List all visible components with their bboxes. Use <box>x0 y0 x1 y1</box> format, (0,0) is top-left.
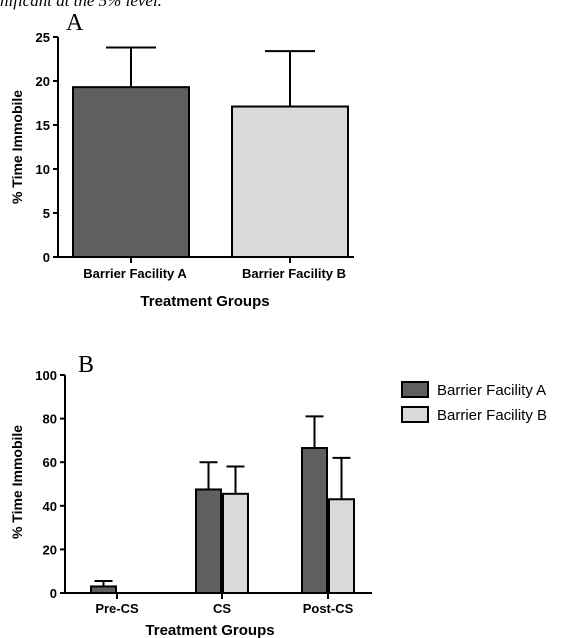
panel-a-y-tick-label: 15 <box>36 118 50 133</box>
panel-a-x-tick-label: Barrier Facility B <box>242 266 346 281</box>
panel-b-bar <box>328 498 355 595</box>
panel-a-y-tick-label: 5 <box>43 206 50 221</box>
legend-entry: Barrier Facility A <box>437 382 546 399</box>
panel-b-ylabel: % Time Immobile <box>9 425 25 539</box>
panel-a-y-tick-label: 10 <box>36 162 50 177</box>
legend-entry: Barrier Facility B <box>437 407 547 424</box>
panel-a-y-tick-label: 20 <box>36 74 50 89</box>
panel-a-y-tick-label: 0 <box>43 250 50 265</box>
panel-b-label: B <box>78 352 94 378</box>
legend-swatch <box>401 381 429 398</box>
panel-b-y-tick-label: 100 <box>35 368 57 383</box>
panel-b-x-tick-label: CS <box>213 601 231 616</box>
panel-b-xlabel: Treatment Groups <box>145 622 274 638</box>
panel-a: A % Time Immobile Treatment Groups 0 5 10 1… <box>9 10 354 310</box>
panel-b-x-tick-label: Pre-CS <box>95 601 139 616</box>
panel-a-y-tick-label: 25 <box>36 30 50 45</box>
panel-a-x-tick-label: Barrier Facility A <box>83 266 187 281</box>
caption-fragment: nificant at the 5% level. <box>0 0 162 10</box>
panel-b-y-tick-label: 60 <box>43 455 57 470</box>
panel-b-y-tick-label: 20 <box>43 542 57 557</box>
panel-b: B % Time Immobile Treatment Groups 0 20 40… <box>9 352 547 638</box>
panel-a-bar <box>231 105 349 258</box>
panel-b-x-tick-label: Post-CS <box>303 601 354 616</box>
panel-b-y-tick-label: 0 <box>50 586 57 601</box>
panel-b-y-tick-label: 40 <box>43 499 57 514</box>
panel-a-label: A <box>66 10 84 36</box>
panel-a-xlabel: Treatment Groups <box>140 293 269 310</box>
legend-swatch <box>401 406 429 423</box>
panel-b-bar <box>222 492 249 594</box>
panel-b-bar <box>301 447 328 594</box>
panel-b-bar <box>90 585 117 595</box>
panel-b-bar <box>195 488 222 595</box>
panel-b-y-tick-label: 80 <box>43 412 57 427</box>
panel-a-ylabel: % Time Immobile <box>9 90 25 204</box>
panel-a-bar <box>72 86 190 258</box>
